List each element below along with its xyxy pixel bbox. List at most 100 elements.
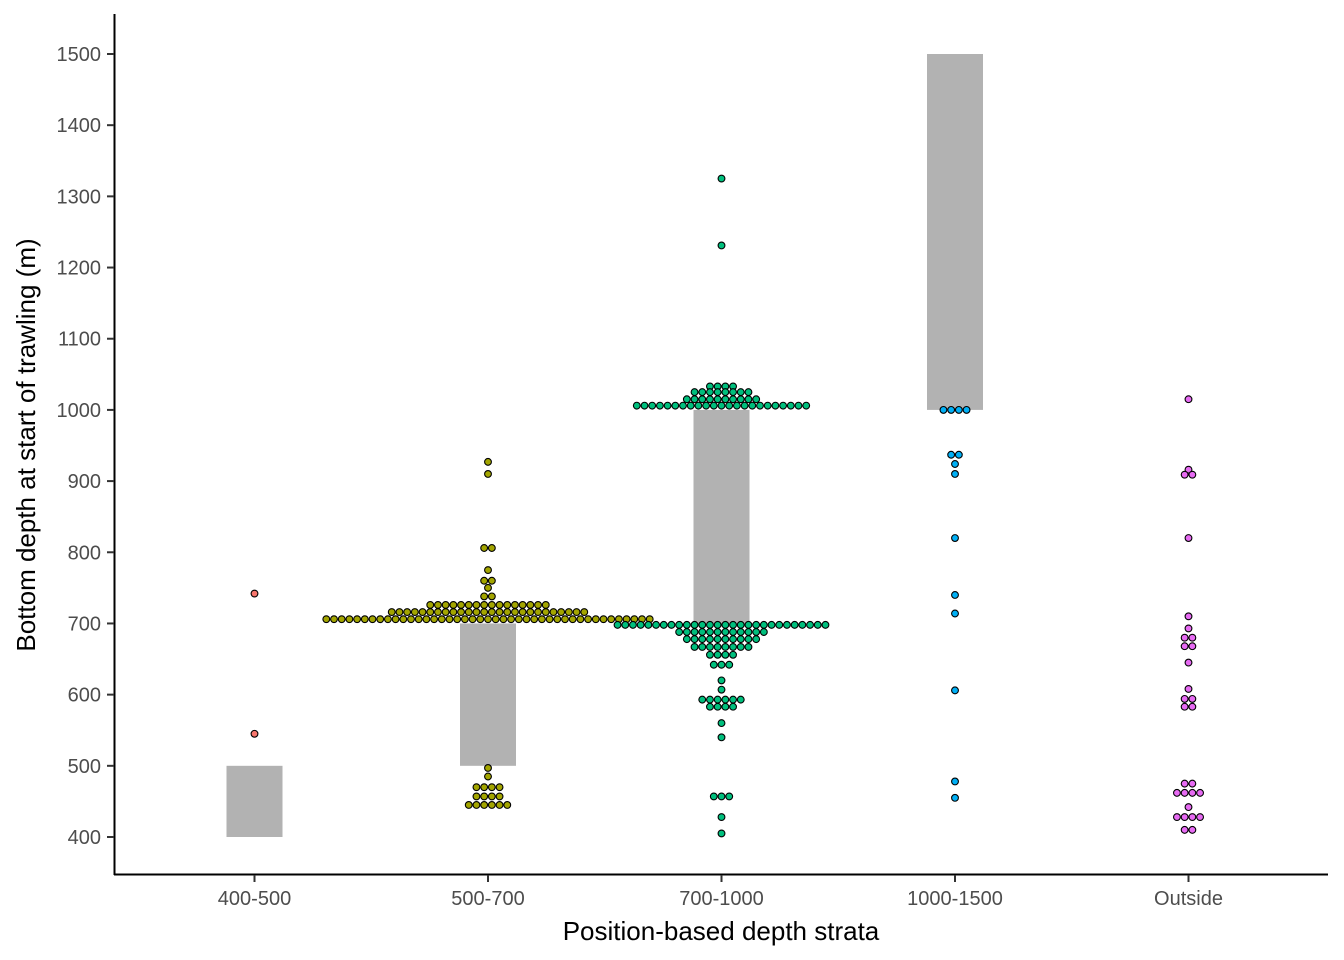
data-point: [717, 733, 726, 742]
data-point: [729, 635, 737, 644]
data-point: [484, 615, 492, 624]
data-point: [648, 401, 657, 410]
data-point: [667, 620, 676, 629]
data-point: [1188, 788, 1197, 797]
data-point: [717, 174, 726, 183]
data-point: [705, 395, 714, 404]
data-point: [954, 405, 963, 414]
data-point: [480, 792, 489, 801]
data-point: [748, 401, 757, 410]
y-tick-label: 800: [68, 542, 101, 564]
data-point: [947, 405, 956, 414]
data-point: [717, 719, 726, 728]
data-point: [322, 615, 331, 624]
data-point: [549, 608, 558, 617]
data-point: [721, 642, 730, 651]
data-point: [441, 608, 450, 617]
data-point: [698, 642, 707, 651]
data-point: [1180, 788, 1189, 797]
y-tick-label: 600: [68, 685, 101, 707]
x-axis-title: Position-based depth strata: [563, 916, 880, 946]
data-point: [1172, 813, 1181, 822]
data-point: [694, 401, 703, 410]
data-point: [1196, 813, 1205, 822]
data-point: [1184, 658, 1193, 667]
data-point: [744, 628, 753, 636]
data-point: [487, 576, 496, 585]
data-point: [487, 592, 496, 601]
data-point: [655, 401, 664, 410]
data-point: [1188, 633, 1197, 642]
data-point: [705, 635, 714, 644]
data-point: [686, 401, 695, 410]
data-point: [802, 401, 811, 410]
data-point: [682, 628, 691, 636]
data-point: [752, 635, 761, 644]
data-point: [1184, 624, 1193, 633]
data-point: [484, 470, 492, 478]
data-point: [736, 695, 745, 704]
data-point: [484, 566, 492, 575]
data-point: [705, 628, 714, 636]
y-tick-label: 500: [68, 756, 101, 778]
data-point: [518, 608, 527, 617]
data-point: [383, 615, 392, 624]
data-point: [682, 395, 691, 404]
data-point: [1184, 612, 1193, 621]
data-point: [572, 608, 581, 617]
data-point: [713, 702, 722, 711]
data-point: [721, 395, 730, 404]
data-point: [487, 600, 496, 609]
data-point: [480, 600, 489, 609]
data-point: [499, 615, 508, 624]
data-point: [1184, 684, 1193, 693]
data-point: [414, 615, 423, 624]
data-point: [472, 801, 481, 809]
data-point: [709, 660, 718, 669]
data-point: [568, 615, 577, 624]
data-point: [495, 801, 504, 809]
data-point: [779, 401, 788, 410]
axes: [113, 14, 1328, 876]
data-point: [663, 401, 672, 410]
data-point: [632, 401, 641, 410]
data-point: [476, 615, 485, 624]
data-point: [771, 401, 780, 410]
data-point: [480, 608, 489, 617]
data-point: [503, 608, 512, 617]
data-point: [759, 628, 768, 636]
data-point: [752, 620, 761, 629]
data-point: [1188, 642, 1197, 651]
data-point: [599, 615, 608, 624]
data-point: [725, 660, 734, 669]
data-point: [487, 792, 496, 801]
data-point: [437, 615, 446, 624]
data-point: [763, 401, 772, 410]
data-point: [705, 695, 714, 704]
data-point: [721, 695, 730, 704]
y-axis-ticks: 400 500 600 700 800 900 1000 1100 1200 1300 1400 15…: [57, 44, 114, 849]
y-tick-label: 900: [68, 471, 101, 493]
data-point: [507, 615, 516, 624]
data-point: [495, 600, 504, 609]
data-point: [514, 615, 523, 624]
data-point: [487, 801, 496, 809]
data-point: [1180, 779, 1189, 788]
data-point: [732, 401, 741, 410]
data-point: [337, 615, 346, 624]
y-tick-label: 400: [68, 827, 101, 849]
data-point: [345, 615, 354, 624]
data-point: [537, 615, 546, 624]
y-tick-label: 1300: [57, 186, 102, 208]
data-point: [951, 591, 959, 599]
data-point: [671, 401, 680, 410]
data-point: [717, 401, 726, 410]
data-point: [464, 608, 473, 617]
data-point: [449, 608, 458, 617]
data-point: [1180, 633, 1189, 642]
data-point: [679, 401, 687, 410]
data-point: [472, 792, 481, 801]
data-point: [250, 729, 259, 738]
y-tick-label: 1500: [57, 44, 102, 66]
data-point: [717, 829, 726, 838]
